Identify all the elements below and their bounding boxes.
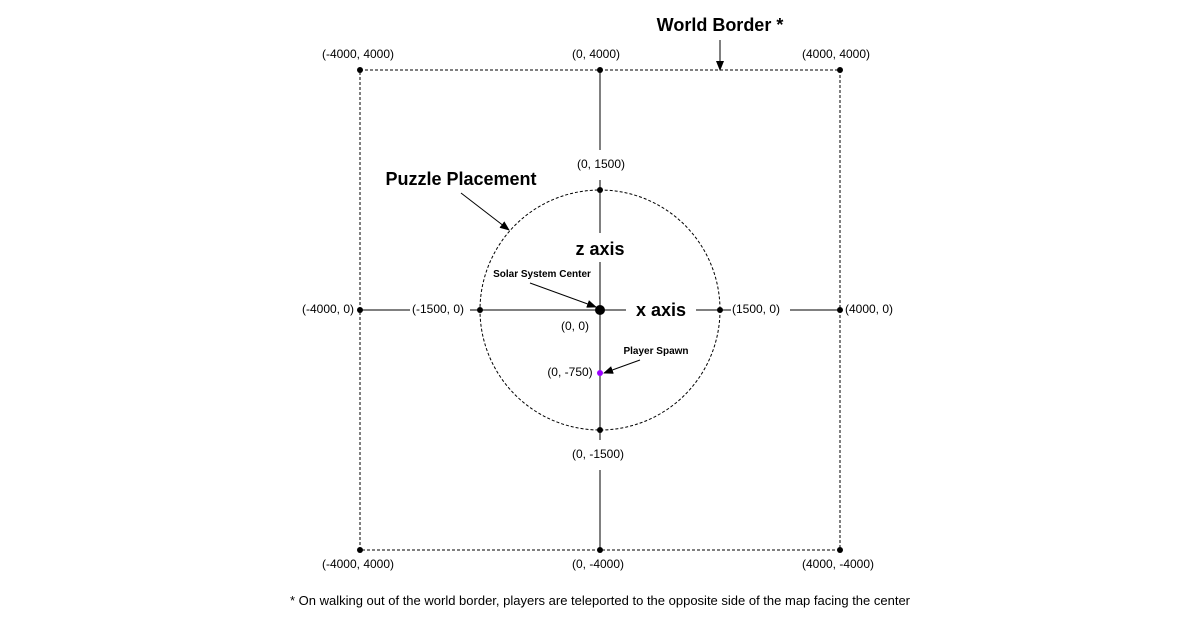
point-x-neg-1500 [477, 307, 483, 313]
point-top-mid [597, 67, 603, 73]
point-x-1500 [717, 307, 723, 313]
point-z-1500 [597, 187, 603, 193]
coord-x-neg-1500: (-1500, 0) [412, 302, 464, 316]
coord-top-right: (4000, 4000) [802, 47, 870, 61]
player-spawn-arrow [603, 359, 641, 374]
coord-bottom-mid: (0, -4000) [572, 557, 624, 571]
point-bottom-right [837, 547, 843, 553]
point-origin [595, 305, 605, 315]
point-z-neg-1500 [597, 427, 603, 433]
x-axis-label: x axis [636, 300, 686, 320]
world-border-title: World Border * [657, 15, 784, 35]
coord-top-mid: (0, 4000) [572, 47, 620, 61]
coord-left-mid: (-4000, 0) [302, 302, 354, 316]
z-axis-label: z axis [575, 239, 624, 259]
solar-system-center-label: Solar System Center [493, 269, 591, 280]
puzzle-placement-title: Puzzle Placement [385, 169, 536, 189]
coord-z-1500: (0, 1500) [577, 157, 625, 171]
point-left-mid [357, 307, 363, 313]
coord-origin: (0, 0) [561, 319, 589, 333]
coord-bottom-left: (-4000, 4000) [322, 557, 394, 571]
point-top-right [837, 67, 843, 73]
coord-z-neg-1500: (0, -1500) [572, 447, 624, 461]
solar-system-center-arrow [529, 282, 597, 308]
coord-top-left: (-4000, 4000) [322, 47, 394, 61]
footnote: * On walking out of the world border, pl… [290, 593, 911, 608]
coord-x-1500: (1500, 0) [732, 302, 780, 316]
point-top-left [357, 67, 363, 73]
point-bottom-left [357, 547, 363, 553]
puzzle-placement-arrow [460, 192, 510, 231]
coord-spawn: (0, -750) [547, 365, 592, 379]
point-right-mid [837, 307, 843, 313]
player-spawn-label: Player Spawn [623, 346, 688, 357]
coord-right-mid: (4000, 0) [845, 302, 893, 316]
point-player-spawn [597, 370, 603, 376]
coord-bottom-right: (4000, -4000) [802, 557, 874, 571]
point-bottom-mid [597, 547, 603, 553]
